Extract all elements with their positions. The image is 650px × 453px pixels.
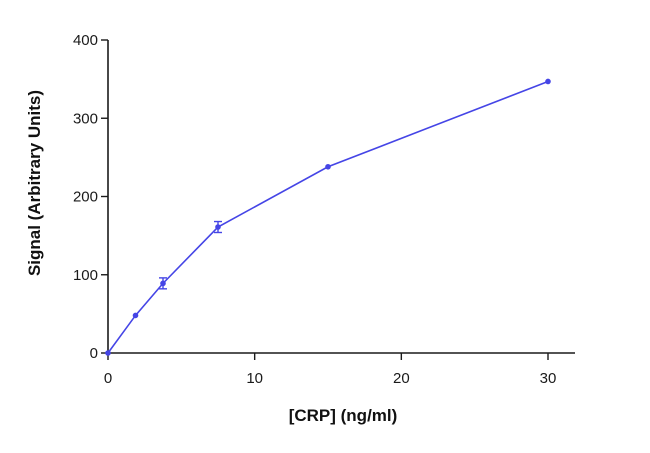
x-tick-label: 10 xyxy=(246,370,263,387)
plot-area xyxy=(105,78,551,356)
x-ticks: 0 10 20 30 xyxy=(104,353,557,387)
y-axis-title: Signal (Arbitrary Units) xyxy=(25,90,44,276)
data-point xyxy=(325,163,331,170)
y-tick-label: 200 xyxy=(73,189,98,206)
y-tick-label: 0 xyxy=(90,345,98,362)
x-axis: 0 10 20 30 xyxy=(104,352,575,387)
data-point xyxy=(545,78,551,85)
y-tick-label: 400 xyxy=(73,32,98,49)
data-point xyxy=(160,280,166,287)
y-axis: 0 100 200 300 400 xyxy=(73,32,109,362)
x-tick-label: 20 xyxy=(393,370,410,387)
series-line xyxy=(107,80,549,354)
y-tick-label: 300 xyxy=(73,110,98,127)
data-point xyxy=(132,312,139,319)
y-tick-label: 100 xyxy=(73,267,98,284)
data-point xyxy=(105,350,111,356)
x-axis-title: [CRP] (ng/ml) xyxy=(289,406,398,425)
data-point xyxy=(215,224,221,230)
x-tick-label: 0 xyxy=(104,370,112,387)
x-tick-label: 30 xyxy=(540,370,557,387)
y-ticks: 0 100 200 300 400 xyxy=(73,32,108,362)
